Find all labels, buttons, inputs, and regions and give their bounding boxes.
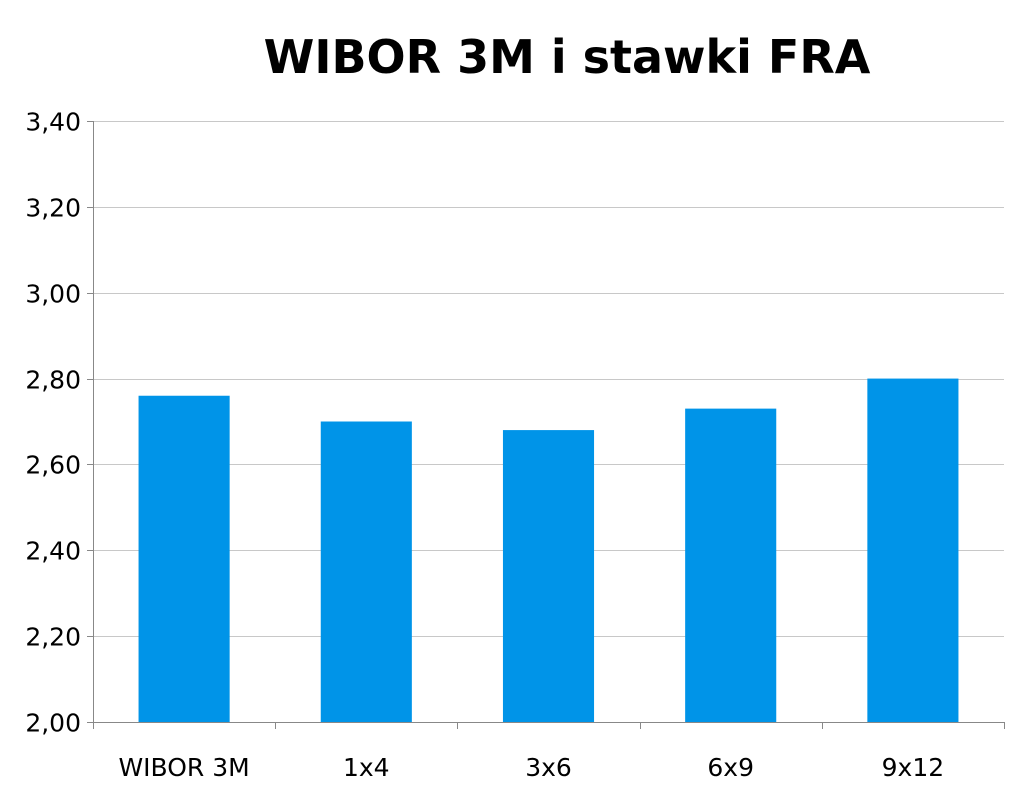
y-tick-labels: 2,00 2,20 2,40 2,60 2,80 3,00 3,20 3,40	[25, 108, 81, 738]
x-tick-label: 1x4	[343, 753, 390, 782]
chart-title: WIBOR 3M i stawki FRA	[263, 30, 871, 84]
x-tick-label: 6x9	[707, 753, 754, 782]
y-tick-label: 3,20	[25, 194, 81, 223]
x-tick-label: 3x6	[525, 753, 572, 782]
axes	[87, 121, 1005, 729]
y-tick-label: 2,20	[25, 623, 81, 652]
bars	[138, 378, 959, 722]
x-tick-label: WIBOR 3M	[118, 753, 249, 782]
bar	[320, 421, 412, 722]
y-tick-label: 2,80	[25, 366, 81, 395]
y-tick-label: 3,40	[25, 108, 81, 137]
y-tick-label: 2,40	[25, 537, 81, 566]
bar	[138, 395, 230, 722]
y-tick-label: 3,00	[25, 280, 81, 309]
bar	[685, 408, 777, 722]
bar	[502, 430, 595, 722]
bar	[867, 378, 959, 722]
y-tick-label: 2,60	[25, 451, 81, 480]
x-tick-labels: WIBOR 3M 1x4 3x6 6x9 9x12	[118, 753, 944, 782]
x-tick-label: 9x12	[882, 753, 945, 782]
y-tick-label: 2,00	[25, 709, 81, 738]
